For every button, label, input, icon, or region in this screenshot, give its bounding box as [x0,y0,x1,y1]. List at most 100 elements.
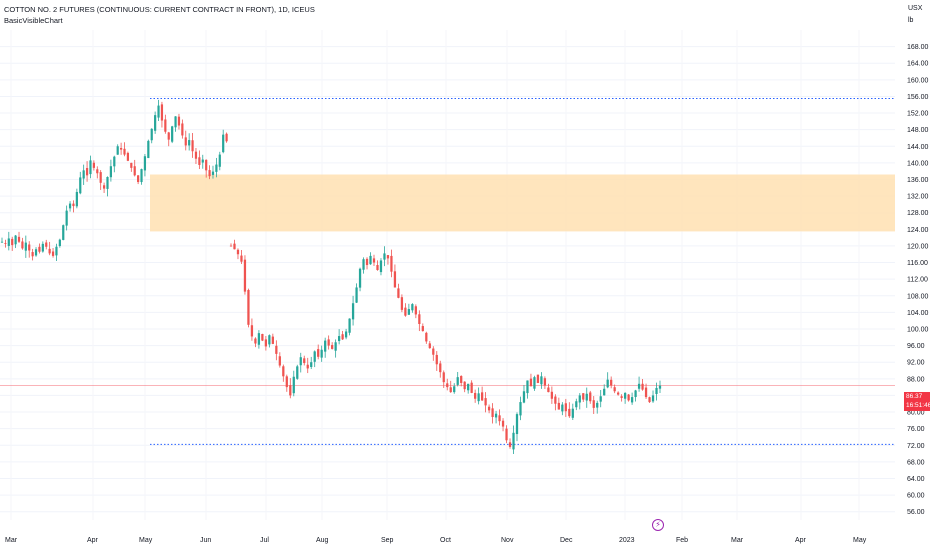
candle[interactable] [449,380,452,393]
candle[interactable] [225,132,228,143]
candle[interactable] [358,267,362,292]
candle[interactable] [592,396,595,414]
candle[interactable] [188,133,191,151]
candle[interactable] [519,396,522,421]
candle[interactable] [11,236,14,251]
candle[interactable] [92,160,95,171]
candle[interactable] [257,330,261,349]
candle[interactable] [582,393,585,402]
candle[interactable] [4,239,7,248]
candle[interactable] [264,335,268,351]
candle[interactable] [198,150,201,170]
candle[interactable] [362,257,365,274]
candle[interactable] [303,355,306,366]
candle[interactable] [610,376,613,389]
candle[interactable] [137,174,140,185]
candle[interactable] [324,337,327,358]
candle[interactable] [491,403,494,424]
candle[interactable] [14,234,17,249]
candle[interactable] [547,383,550,393]
candle[interactable] [508,438,512,449]
candle[interactable] [379,258,383,276]
candle[interactable] [550,386,554,404]
candle[interactable] [320,345,323,362]
candle[interactable] [48,241,51,256]
candle[interactable] [564,398,567,417]
candle[interactable] [79,171,82,195]
candle[interactable] [470,380,473,394]
candle[interactable] [432,346,435,361]
candle[interactable] [164,114,167,134]
candle[interactable] [140,168,143,185]
candle[interactable] [31,248,34,261]
candle[interactable] [174,116,177,132]
candle[interactable] [421,323,424,332]
candle[interactable] [365,257,369,270]
candle[interactable] [41,241,44,253]
candle[interactable] [313,350,316,368]
candle[interactable] [425,331,428,344]
candle[interactable] [296,364,299,380]
candle[interactable] [613,384,616,394]
candle[interactable] [65,205,68,231]
candle[interactable] [177,113,181,130]
candle[interactable] [369,252,372,265]
candle[interactable] [113,155,116,173]
candle[interactable] [68,201,72,212]
candle[interactable] [261,333,264,342]
candle[interactable] [96,166,99,179]
candle[interactable] [123,142,126,157]
candle[interactable] [75,188,78,209]
candle[interactable] [327,335,330,350]
candle[interactable] [147,139,150,159]
candle[interactable] [191,133,194,158]
candle[interactable] [306,357,309,374]
candle[interactable] [271,333,274,345]
candle[interactable] [194,147,198,164]
supply-zone[interactable] [150,174,895,232]
candle[interactable] [21,237,24,250]
candle[interactable] [331,342,334,350]
candle[interactable] [38,243,41,254]
candle[interactable] [620,394,623,402]
candle[interactable] [456,371,459,387]
candle[interactable] [236,248,240,260]
candle[interactable] [543,376,547,390]
candle[interactable] [154,111,157,134]
candle[interactable] [575,398,578,411]
candle[interactable] [341,330,344,341]
candle[interactable] [467,383,470,394]
candle[interactable] [522,384,526,404]
candle[interactable] [533,375,536,391]
candle[interactable] [390,249,393,278]
candle[interactable] [529,373,533,387]
candle[interactable] [58,238,61,248]
candle[interactable] [641,379,644,391]
candle[interactable] [376,260,379,271]
candle[interactable] [512,425,515,455]
candle[interactable] [181,119,184,139]
candle[interactable] [446,378,449,391]
candle[interactable] [278,352,281,368]
candle[interactable] [515,412,519,442]
candle[interactable] [211,165,215,179]
candle[interactable] [418,310,421,332]
candle[interactable] [411,303,414,313]
candle[interactable] [658,380,662,393]
candle[interactable] [571,403,574,421]
candle[interactable] [463,381,466,393]
candle[interactable] [254,337,257,348]
candle[interactable] [109,159,113,182]
candle[interactable] [460,375,463,387]
candle[interactable] [150,128,153,144]
candle[interactable] [201,154,204,169]
candle[interactable] [85,161,89,182]
candle[interactable] [292,370,295,397]
candle[interactable] [55,243,58,262]
candle[interactable] [630,392,634,405]
candle[interactable] [268,334,271,348]
candle[interactable] [372,254,376,266]
candle[interactable] [536,374,540,384]
candle[interactable] [285,374,288,392]
candle[interactable] [299,352,302,373]
